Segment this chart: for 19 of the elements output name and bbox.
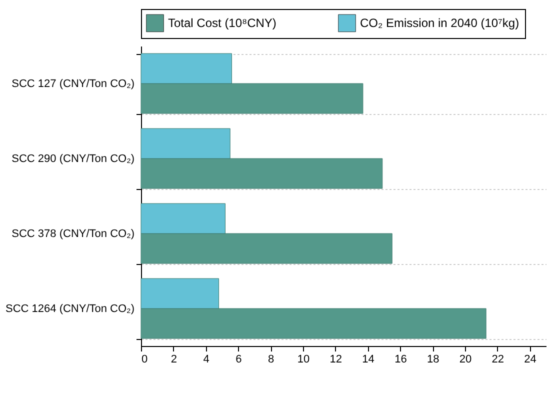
x-tick-label: 10 — [297, 354, 310, 366]
x-tick-label: 8 — [268, 354, 274, 366]
legend-label: CO₂ Emission in 2040 (10⁷kg) — [360, 16, 520, 30]
x-tick-label: 6 — [236, 354, 242, 366]
y-tick-label: SCC 290 (CNY/Ton CO₂) — [12, 153, 134, 165]
x-tick-label: 12 — [330, 354, 342, 366]
legend-label: Total Cost (10⁸CNY) — [168, 16, 276, 30]
x-tick-label: 20 — [459, 354, 472, 366]
y-tick-label: SCC 127 (CNY/Ton CO₂) — [12, 78, 134, 90]
x-tick-label: 18 — [426, 354, 440, 366]
y-tick-label: SCC 1264 (CNY/Ton CO₂) — [6, 303, 134, 315]
x-tick-label: 24 — [524, 354, 536, 366]
y-tick-label: SCC 378 (CNY/Ton CO₂) — [12, 228, 134, 240]
x-tick-label: 14 — [362, 354, 374, 366]
x-tick-label: 16 — [394, 354, 407, 366]
x-tick-label: 4 — [203, 354, 210, 366]
x-tick-label: 2 — [170, 354, 177, 366]
x-tick-label: 22 — [492, 354, 504, 366]
x-tick-label: 0 — [142, 354, 148, 366]
